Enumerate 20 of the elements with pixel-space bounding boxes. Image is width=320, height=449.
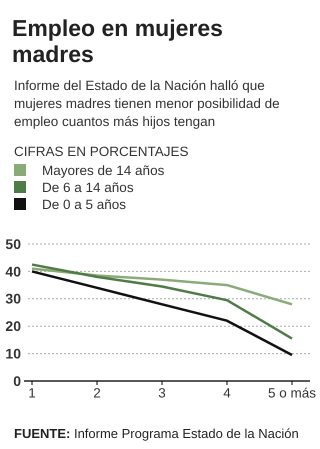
x-tick-label: 4 [223, 386, 232, 401]
y-tick-label: 30 [5, 290, 22, 307]
y-tick-label: 40 [5, 263, 22, 280]
text: Informe del Estado de la Nación halló que mujeres madres tienen menor posibilidad de empleo cuantos más hijos tengan [14, 78, 280, 129]
legend-label: Mayores de 14 años [42, 163, 165, 178]
x-tick-label: 3 [158, 386, 166, 401]
y-tick-label: 0 [13, 372, 22, 389]
legend-title: CIFRAS EN PORCENTAJES [14, 144, 189, 159]
y-tick-label: 20 [5, 318, 22, 334]
line-series [30, 270, 294, 356]
y-tick-label: 50 [5, 236, 22, 252]
x-tick-label: 1 [28, 386, 36, 401]
line-series [30, 263, 294, 340]
source-note: FUENTE: Informe Programa Estado de la Nación [14, 426, 299, 441]
chart-title: Empleo en mujeres madres [12, 15, 223, 67]
y-tick-label: 10 [5, 346, 22, 362]
x-tick-label: 5 o más [268, 386, 316, 401]
legend-label: De 0 a 5 años [42, 197, 126, 212]
x-tick-label: 2 [93, 386, 101, 401]
legend-label: De 6 a 14 años [42, 180, 134, 195]
